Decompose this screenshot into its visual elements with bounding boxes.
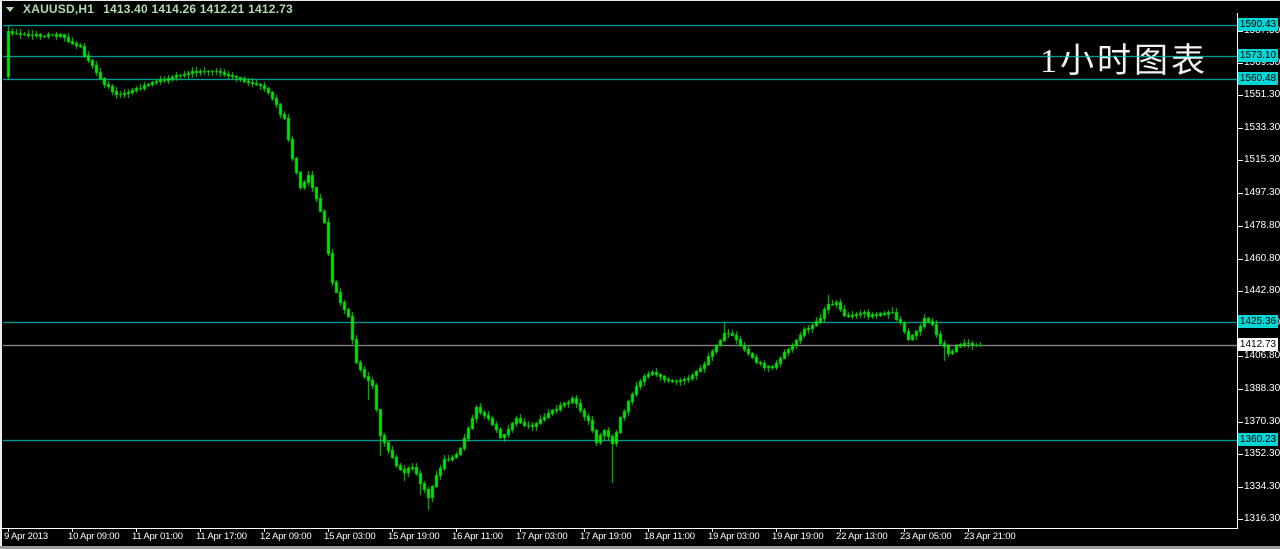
price-tick [1238,226,1243,227]
hline-price-tag: 1573.10 [1238,49,1278,62]
ohlc-quote-text: 1413.40 1414.26 1412.21 1412.73 [103,2,293,16]
price-tick [1238,389,1243,390]
price-tick-label: 1370.30 [1244,416,1280,427]
price-tick-label: 1352.30 [1244,448,1280,459]
time-tick [520,528,521,532]
price-tick [1238,31,1243,32]
time-tick-label: 15 Apr 19:00 [388,531,440,542]
time-tick-label: 17 Apr 19:00 [580,531,632,542]
price-tick [1238,291,1243,292]
window-top-border [0,0,1280,1]
time-tick [72,528,73,532]
price-tick-label: 1406.80 [1244,350,1280,361]
time-tick [264,528,265,532]
price-tick-label: 1478.80 [1244,220,1280,231]
time-tick-label: 15 Apr 03:00 [324,531,376,542]
price-tick-label: 1388.30 [1244,383,1280,394]
time-tick-label: 11 Apr 17:00 [196,531,247,542]
time-tick-label: 10 Apr 09:00 [68,531,120,542]
time-tick-label: 23 Apr 21:00 [964,531,1016,542]
price-tick-label: 1316.30 [1244,513,1280,524]
time-tick [200,528,201,532]
price-tick [1238,454,1243,455]
price-tick [1238,193,1243,194]
price-tick [1238,422,1243,423]
time-tick [968,528,969,532]
hline-price-tag: 1590.43 [1238,18,1278,31]
price-tick [1238,259,1243,260]
time-tick [456,528,457,532]
price-tick [1238,519,1243,520]
window-left-border [0,0,2,549]
time-tick [904,528,905,532]
time-tick-label: 19 Apr 03:00 [708,531,760,542]
price-tick-label: 1442.80 [1244,285,1280,296]
price-tick [1238,160,1243,161]
time-tick [8,528,9,532]
price-tick-label: 1569.30 [1244,57,1280,68]
symbol-timeframe-label: XAUUSD,H1 [23,2,95,16]
time-tick-label: 12 Apr 09:00 [260,531,312,542]
current-price-tag: 1412.73 [1238,338,1278,351]
candlestick-chart-canvas[interactable] [3,17,1237,528]
time-tick [840,528,841,532]
price-axis-separator [1237,13,1238,529]
time-tick-label: 19 Apr 19:00 [772,531,824,542]
time-axis-line [2,528,1238,529]
window-bottom-border [0,546,1280,549]
price-tick [1238,356,1243,357]
chart-titlebar[interactable]: XAUUSD,H1 1413.40 1414.26 1412.21 1412.7… [6,2,293,16]
price-tick-label: 1551.30 [1244,89,1280,100]
time-tick-label: 16 Apr 11:00 [452,531,503,542]
time-tick [328,528,329,532]
time-tick [712,528,713,532]
price-tick-label: 1533.30 [1244,122,1280,133]
time-tick-label: 22 Apr 13:00 [836,531,888,542]
time-tick-label: 18 Apr 11:00 [644,531,695,542]
time-tick-label: 17 Apr 03:00 [516,531,568,542]
price-tick [1238,487,1243,488]
time-tick-label: 23 Apr 05:00 [900,531,952,542]
hline-price-tag: 1560.48 [1238,72,1278,85]
price-tick [1238,95,1243,96]
time-tick-label: 9 Apr 2013 [4,531,48,542]
hline-price-tag: 1360.23 [1238,433,1278,446]
price-tick [1238,63,1243,64]
price-tick-label: 1334.30 [1244,481,1280,492]
price-tick-label: 1515.30 [1244,154,1280,165]
hline-price-tag: 1425.36 [1238,315,1278,328]
price-tick-label: 1460.80 [1244,253,1280,264]
time-tick [392,528,393,532]
time-tick [776,528,777,532]
price-tick-label: 1497.30 [1244,187,1280,198]
price-tick [1238,128,1243,129]
symbol-dropdown-icon[interactable] [6,6,14,12]
time-tick-label: 11 Apr 01:00 [132,531,183,542]
time-tick [584,528,585,532]
time-tick [648,528,649,532]
time-tick [136,528,137,532]
